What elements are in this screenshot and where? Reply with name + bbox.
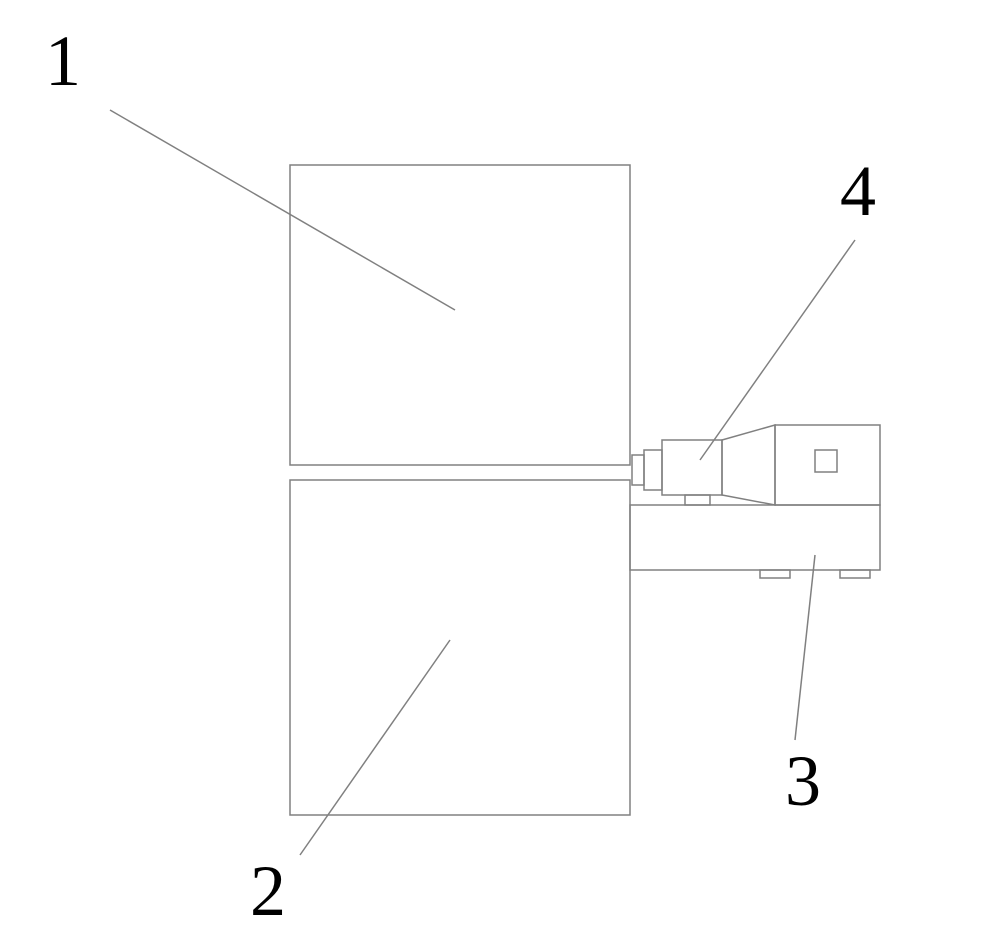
diagram-svg	[0, 0, 1000, 945]
leader-1	[110, 110, 455, 310]
lower-block	[290, 480, 630, 815]
small-square	[815, 450, 837, 472]
trapezoid	[722, 425, 775, 505]
upper-block	[290, 165, 630, 465]
right-outer-box	[630, 505, 880, 570]
leader-3	[795, 555, 815, 740]
leader-4	[700, 240, 855, 460]
middle-box	[662, 440, 722, 495]
leader-2	[300, 640, 450, 855]
